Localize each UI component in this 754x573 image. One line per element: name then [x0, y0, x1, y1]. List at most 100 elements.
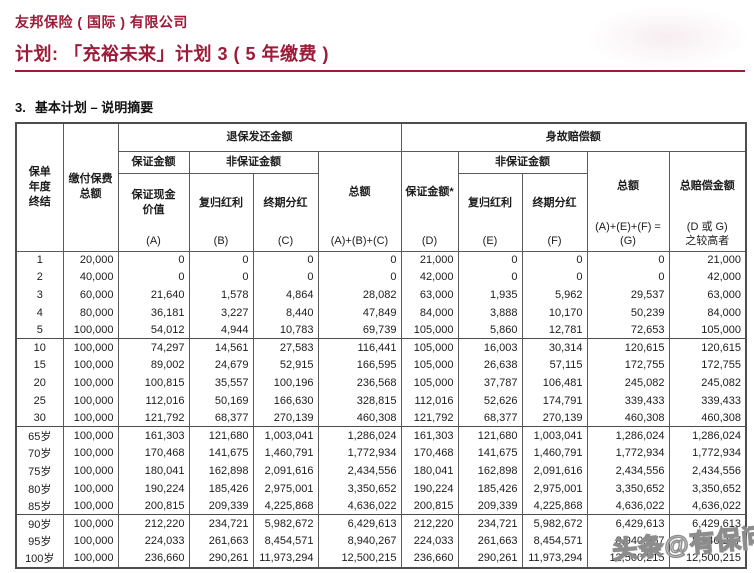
cell-value: 5,962 [521, 286, 588, 304]
section-number: 3. [15, 100, 26, 115]
cell-value: 261,663 [188, 532, 254, 551]
cell-value: 245,082 [586, 374, 670, 392]
cell-value: 162,898 [188, 462, 254, 480]
cell-value: 8,454,571 [521, 532, 588, 551]
cell-policy-year: 5 [15, 321, 64, 339]
cell-value: 3,350,652 [668, 479, 747, 498]
cell-value: 21,000 [400, 250, 459, 269]
cell-value: 116,441 [317, 338, 402, 357]
cell-value: 8,940,267 [586, 532, 670, 551]
cell-value: 112,016 [400, 391, 459, 410]
cell-value: 185,426 [188, 479, 254, 498]
cell-value: 141,675 [457, 444, 523, 463]
cell-value: 4,636,022 [668, 497, 747, 515]
formula-a: (A) [146, 235, 161, 248]
table-row: 3 60,000 21,640 1,578 4,864 28,082 63,000 1,935… [15, 286, 747, 304]
cell-value: 172,755 [586, 356, 670, 375]
cell-value: 121,792 [400, 409, 459, 427]
cell-value: 0 [521, 268, 588, 287]
cell-policy-year: 20 [15, 374, 64, 392]
col-header-terminal-dividend-surrender: 终期分红 (C) [252, 172, 319, 252]
formula-g: (A)+(E)+(F) = (G) [595, 220, 661, 248]
cell-value: 6,429,613 [586, 514, 670, 533]
cell-value: 63,000 [400, 286, 459, 304]
cell-value: 1,460,791 [521, 444, 588, 463]
cell-value: 0 [586, 268, 670, 287]
cell-value: 8,940,267 [668, 532, 747, 551]
cell-value: 100,196 [252, 374, 319, 392]
cell-policy-year: 85岁 [15, 497, 64, 515]
cell-value: 174,791 [521, 391, 588, 410]
cell-value: 12,500,215 [668, 550, 747, 568]
cell-value: 100,000 [62, 514, 119, 533]
cell-value: 180,041 [400, 462, 459, 480]
formula-b: (B) [213, 235, 229, 248]
cell-value: 8,440 [252, 303, 319, 322]
cell-value: 234,721 [457, 514, 523, 533]
cell-value: 245,082 [668, 374, 747, 392]
cell-value: 0 [117, 250, 190, 269]
cell-value: 0 [586, 250, 670, 269]
cell-value: 200,815 [117, 497, 190, 515]
cell-value: 84,000 [668, 303, 747, 322]
group-header-surrender-value: 退保发还金额 [117, 122, 402, 152]
cell-value: 100,000 [62, 338, 119, 357]
cell-value: 29,537 [586, 286, 670, 304]
cell-value: 6,429,613 [317, 514, 402, 533]
cell-policy-year: 95岁 [15, 532, 64, 551]
document-header: 友邦保险 ( 国际 ) 有限公司 计划: 「充裕未来」计划 3 ( 5 年缴费 … [15, 12, 745, 66]
cell-value: 100,000 [62, 550, 119, 568]
cell-value: 0 [117, 268, 190, 287]
formula-f: (F) [547, 235, 562, 248]
cell-value: 57,115 [521, 356, 588, 375]
cell-value: 236,660 [400, 550, 459, 568]
cell-value: 236,660 [117, 550, 190, 568]
cell-value: 1,286,024 [668, 426, 747, 445]
cell-value: 28,082 [317, 286, 402, 304]
cell-value: 0 [252, 250, 319, 269]
cell-value: 4,636,022 [586, 497, 670, 515]
subheader-non-guaranteed-surrender: 非保证金额 [188, 150, 319, 174]
table-row: 4 80,000 36,181 3,227 8,440 47,849 84,000 3,888… [15, 303, 747, 322]
cell-value: 100,000 [62, 444, 119, 463]
cell-value: 24,679 [188, 356, 254, 375]
cell-value: 27,583 [252, 338, 319, 357]
cell-value: 105,000 [400, 374, 459, 392]
cell-value: 209,339 [457, 497, 523, 515]
cell-value: 100,000 [62, 391, 119, 410]
cell-value: 60,000 [62, 286, 119, 304]
cell-value: 1,460,791 [252, 444, 319, 463]
cell-value: 68,377 [457, 409, 523, 427]
cell-value: 460,308 [668, 409, 747, 427]
subheader-non-guaranteed-death: 非保证金额 [457, 150, 588, 174]
cell-value: 121,680 [457, 426, 523, 445]
col-header-reversionary-bonus-surrender: 复归红利 (B) [188, 172, 254, 252]
col-header-guaranteed-amount: 保证金额* (D) [400, 150, 459, 252]
cell-value: 270,139 [252, 409, 319, 427]
cell-value: 10,170 [521, 303, 588, 322]
cell-value: 105,000 [400, 321, 459, 339]
cell-value: 162,898 [457, 462, 523, 480]
cell-value: 339,433 [668, 391, 747, 410]
cell-value: 290,261 [188, 550, 254, 568]
cell-value: 52,626 [457, 391, 523, 410]
cell-value: 212,220 [400, 514, 459, 533]
cell-value: 21,000 [668, 250, 747, 269]
cell-policy-year: 80岁 [15, 479, 64, 498]
cell-value: 0 [521, 250, 588, 269]
cell-policy-year: 90岁 [15, 514, 64, 533]
cell-value: 42,000 [400, 268, 459, 287]
cell-value: 1,003,041 [252, 426, 319, 445]
col-header-total-benefit: 总赔偿金额 (D 或 G) 之较高者 [668, 150, 747, 252]
cell-value: 100,000 [62, 409, 119, 427]
cell-policy-year: 1 [15, 250, 64, 269]
cell-value: 8,454,571 [252, 532, 319, 551]
cell-value: 0 [188, 250, 254, 269]
cell-value: 172,755 [668, 356, 747, 375]
cell-value: 141,675 [188, 444, 254, 463]
cell-value: 180,041 [117, 462, 190, 480]
cell-value: 121,792 [117, 409, 190, 427]
table-row: 95岁 100,000 224,033 261,663 8,454,571 8,940,2… [15, 532, 747, 551]
cell-value: 11,973,294 [252, 550, 319, 568]
cell-value: 84,000 [400, 303, 459, 322]
